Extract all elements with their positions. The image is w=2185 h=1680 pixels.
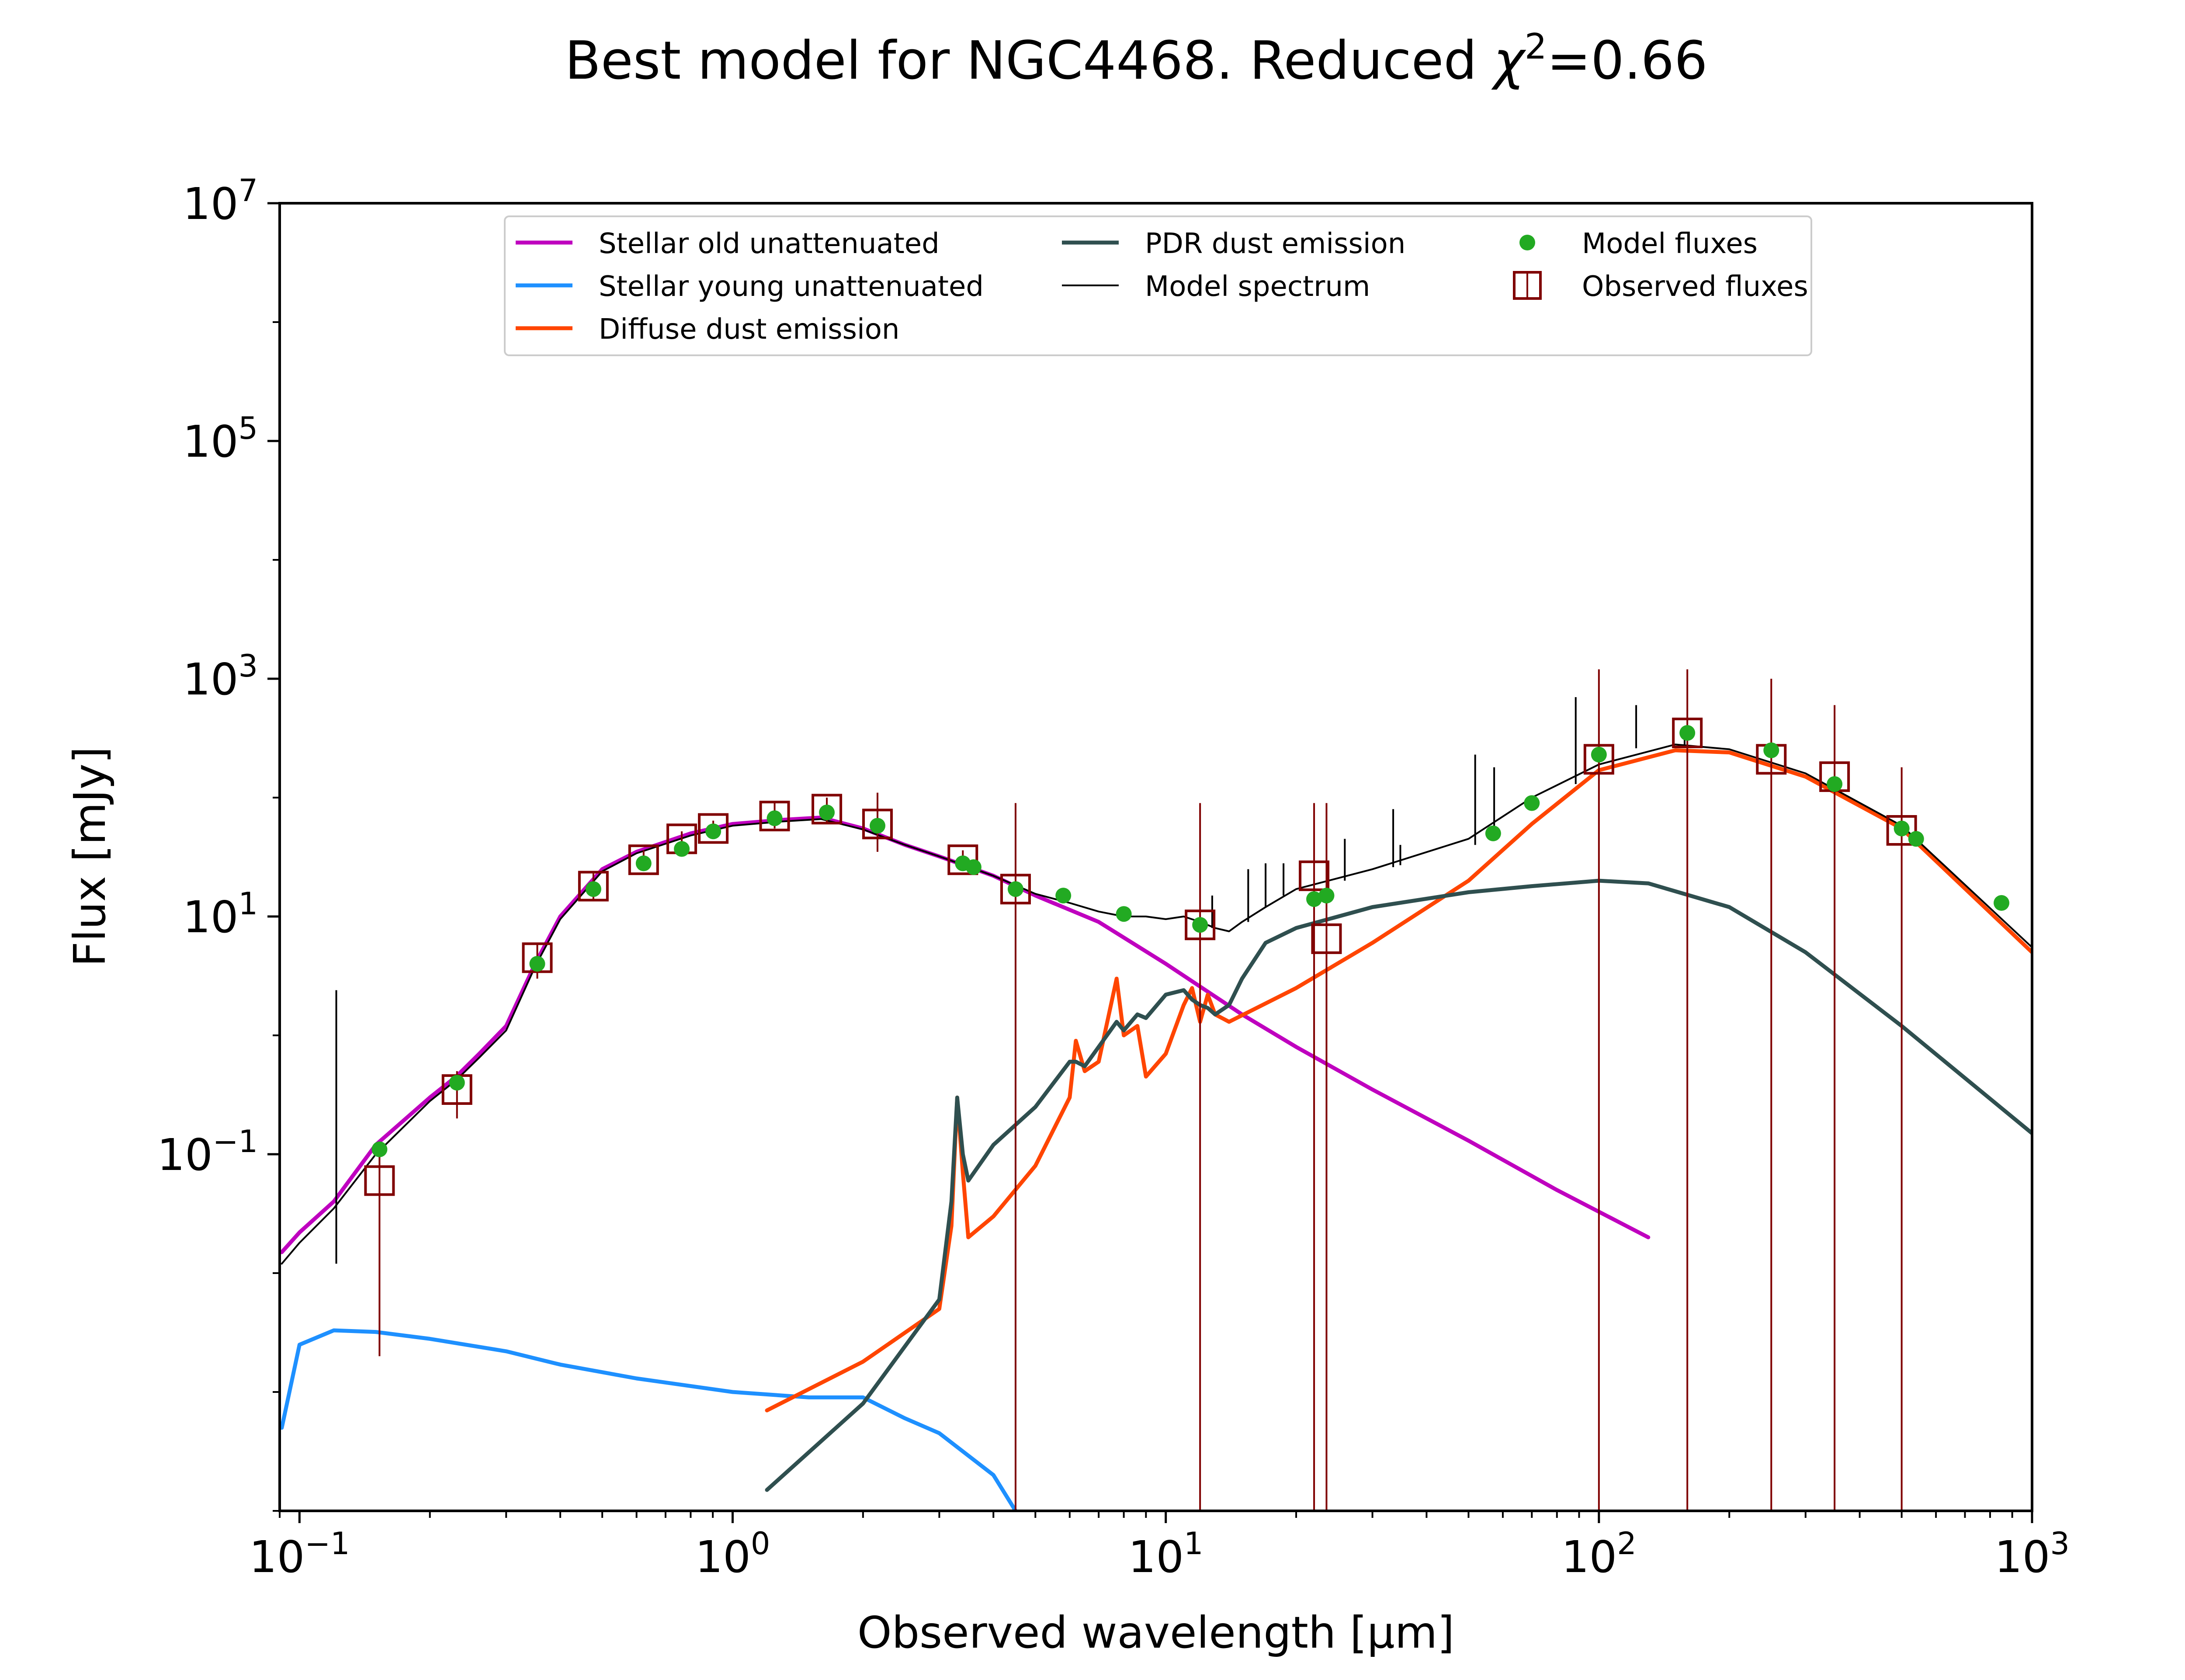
model-flux-point — [371, 1141, 388, 1157]
series-line-model-spectrum — [281, 743, 2032, 1265]
observed-flux-point — [1311, 923, 1342, 954]
model-flux-point — [529, 956, 545, 972]
model-flux-point — [1306, 891, 1322, 907]
chart-title-suffix: =0.66 — [1547, 31, 1708, 91]
observed-flux-point — [698, 813, 729, 844]
model-flux-point — [1318, 888, 1335, 904]
x-tick-label: 103 — [1994, 1526, 2070, 1583]
legend-swatch-dot — [1519, 235, 1535, 250]
y-tick-label: 10−1 — [157, 1124, 258, 1180]
series-layer — [280, 743, 2032, 1511]
model-flux-point — [1908, 831, 1924, 847]
model-flux-point — [1055, 888, 1072, 904]
y-tick-label: 103 — [183, 648, 258, 705]
chart-title-chi: χ — [1491, 31, 1526, 91]
model-flux-point — [585, 881, 601, 897]
model-flux-point — [1116, 906, 1132, 922]
observed-flux-point — [522, 942, 553, 973]
plot-area-frame — [278, 202, 2033, 1512]
chart-title: Best model for NGC4468. Reduced χ2=0.66 — [565, 26, 1708, 92]
observed-flux-point — [1886, 815, 1917, 846]
legend-label: Model fluxes — [1582, 228, 1758, 260]
markers-layer — [364, 718, 2010, 1196]
y-tick-label: 101 — [183, 886, 258, 943]
series-line-pdr-dust-emission — [765, 878, 2032, 1492]
observed-flux-point — [364, 1165, 395, 1196]
model-flux-point — [1994, 895, 2010, 911]
x-axis-label: Observed wavelength [μm] — [857, 1607, 1454, 1658]
model-flux-point — [766, 810, 783, 826]
series-line-diffuse-dust-emission — [765, 748, 2032, 1413]
y-tick-label: 107 — [183, 173, 258, 229]
model-flux-point — [705, 823, 721, 840]
model-flux-point — [870, 818, 886, 834]
series-line-stellar-young-unattenuated — [280, 1328, 1018, 1511]
chart-title-prefix: Best model for NGC4468. Reduced — [565, 31, 1494, 91]
observed-flux-point — [1583, 744, 1614, 775]
model-flux-point — [635, 855, 652, 871]
x-tick-label: 100 — [695, 1526, 770, 1583]
y-axis-label: Flux [mJy] — [64, 746, 115, 967]
model-flux-point — [1591, 746, 1607, 763]
observed-flux-point — [578, 871, 609, 902]
observed-flux-point — [628, 844, 659, 875]
observed-flux-point — [1299, 860, 1330, 891]
model-flux-point — [1763, 742, 1779, 758]
x-tick-label: 101 — [1128, 1526, 1203, 1583]
observed-flux-point — [947, 844, 978, 875]
model-flux-point — [1827, 776, 1843, 792]
error-bars-layer — [378, 669, 1903, 1511]
legend-label: Model spectrum — [1145, 271, 1370, 303]
model-flux-point — [1679, 725, 1696, 741]
legend: Stellar old unattenuated Stellar young un… — [504, 215, 1812, 356]
model-flux-point — [965, 859, 982, 875]
legend-label: Stellar old unattenuated — [599, 228, 940, 260]
model-flux-point — [1192, 917, 1208, 933]
model-flux-point — [674, 841, 690, 857]
x-tick-label: 10−1 — [249, 1526, 350, 1583]
legend-label: Diffuse dust emission — [599, 313, 899, 346]
legend-box — [504, 215, 1812, 356]
legend-label: PDR dust emission — [1145, 228, 1405, 260]
model-flux-point — [1007, 881, 1023, 897]
model-flux-point — [1524, 795, 1540, 811]
model-flux-point — [1485, 825, 1501, 841]
x-tick-label: 102 — [1561, 1526, 1637, 1583]
observed-flux-point — [1672, 718, 1703, 749]
observed-flux-point — [862, 809, 893, 840]
observed-flux-point — [759, 801, 790, 832]
y-axis: 10−1 101 103 105 107 — [157, 173, 280, 1512]
legend-label: Observed fluxes — [1582, 271, 1808, 303]
emission-lines-layer — [335, 697, 1686, 1264]
observed-flux-point — [812, 794, 843, 825]
x-axis: 10−1 100 101 102 103 — [249, 1511, 2070, 1583]
model-flux-point — [449, 1075, 465, 1091]
model-flux-point — [819, 804, 835, 820]
legend-label: Stellar young unattenuated — [599, 271, 984, 303]
model-flux-point — [1894, 820, 1910, 837]
chart-title-sup: 2 — [1525, 26, 1547, 67]
y-tick-label: 105 — [183, 410, 258, 467]
observed-flux-point — [1000, 874, 1031, 905]
observed-flux-point — [1185, 909, 1216, 941]
